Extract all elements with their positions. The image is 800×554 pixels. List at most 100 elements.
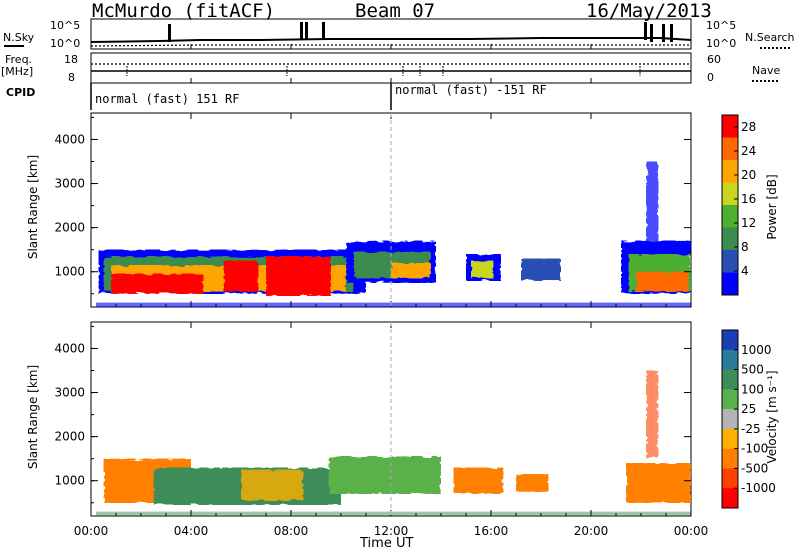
y-tick-label: 3000 <box>54 386 85 400</box>
y-tick-label: 3000 <box>54 177 85 191</box>
station-title: McMurdo (fitACF) <box>92 0 276 22</box>
x-tick-label: 04:00 <box>174 524 209 538</box>
nsearch-label: N.Search <box>745 31 795 44</box>
nsky-label: N.Sky <box>3 31 35 44</box>
nave-legend-line <box>752 80 778 82</box>
y-tick-label: 2000 <box>54 430 85 444</box>
axes-group: 00:00 04:00 08:00 12:00 16:00 20:00 00:00 1000 2… <box>54 22 708 538</box>
x-tick-label: 00:00 <box>674 524 709 538</box>
nsky-tick-bottom: 10^0 <box>50 37 81 50</box>
power-red-core <box>266 256 331 296</box>
cpid-first-mode: normal (fast) 151 RF <box>95 92 240 106</box>
velocity-heatmap <box>96 370 691 516</box>
velocity-colorbar-tick-label: -500 <box>741 461 768 475</box>
velocity-colorbar-bin <box>722 428 738 450</box>
velocity-colorbar-tick-label: 25 <box>741 402 756 416</box>
velocity-mixed-region <box>241 469 304 501</box>
nave-label: Nave <box>752 64 781 77</box>
nsky-spike <box>650 24 653 42</box>
velocity-orange-region <box>626 463 691 503</box>
velocity-colorbar-bin <box>722 488 738 509</box>
velocity-colorbar-label: Velocity [m s⁻¹] <box>765 370 779 464</box>
power-colorbar-bin <box>722 182 738 206</box>
nsearch-trace <box>90 44 691 47</box>
power-orange-band <box>636 271 689 292</box>
power-colorbar-tick-label: 8 <box>741 240 749 254</box>
cpid-label: CPID <box>6 86 36 99</box>
freq-unit: [MHz] <box>1 65 34 78</box>
power-orange-band <box>391 262 431 279</box>
power-colorbar-tick-label: 4 <box>741 264 749 278</box>
velocity-ylabel: Slant Range [km] <box>26 364 40 470</box>
velocity-colorbar-bin <box>722 389 738 410</box>
power-colorbar-bin <box>722 137 738 161</box>
y-tick-label: 4000 <box>54 341 85 355</box>
velocity-ground-line <box>96 511 691 516</box>
velocity-colorbar-tick-label: -25 <box>741 422 761 436</box>
velocity-light-green-region <box>328 456 441 494</box>
beam-title: Beam 07 <box>355 0 436 22</box>
cpid-second-mode: normal (fast) -151 RF <box>395 83 547 97</box>
power-colorbar-bin <box>722 160 738 183</box>
nsky-spike <box>300 22 303 40</box>
power-colorbar-bin <box>722 227 738 251</box>
x-tick-label: 16:00 <box>474 524 509 538</box>
x-tick-label: 00:00 <box>74 524 109 538</box>
power-ground-line <box>96 302 691 307</box>
nsky-tick-top: 10^5 <box>50 19 81 32</box>
velocity-orange-region <box>516 474 549 492</box>
nsky-spike <box>662 24 665 42</box>
power-ylabel: Slant Range [km] <box>26 154 40 260</box>
velocity-colorbar-tick-label: -100 <box>741 442 768 456</box>
nsearch-legend-line <box>760 47 790 49</box>
velocity-colorbar-bin <box>722 349 738 371</box>
y-tick-label: 4000 <box>54 132 85 146</box>
freq-tick-bottom: 8 <box>68 71 75 84</box>
nsky-spike <box>670 24 673 42</box>
power-colorbar-tick-label: 16 <box>741 192 756 206</box>
nsky-trace <box>90 37 692 43</box>
y-tick-label: 1000 <box>54 474 85 488</box>
y-tick-label: 1000 <box>54 265 85 279</box>
power-colorbar-tick-label: 24 <box>741 144 756 158</box>
freq-label: Freq. <box>5 53 33 66</box>
power-red-core <box>223 260 259 292</box>
nsky-spike <box>322 22 325 40</box>
nsearch-tick-top: 10^5 <box>706 19 737 32</box>
velocity-colorbar-frame <box>721 329 739 509</box>
power-yellow <box>471 260 494 279</box>
power-colorbar-bin <box>722 115 738 138</box>
nsearch-tick-bottom: 10^0 <box>706 37 737 50</box>
velocity-colorbar-bin <box>722 468 738 489</box>
velocity-colorbar-bin <box>722 369 738 390</box>
xlabel: Time UT <box>360 536 414 551</box>
nsky-spike <box>644 22 647 40</box>
power-colorbar-frame <box>721 114 739 296</box>
power-colorbar-tick-label: 28 <box>741 120 756 134</box>
power-colorbar-bin <box>722 205 738 228</box>
power-fringe <box>521 258 561 281</box>
velocity-colorbar-bin <box>722 409 738 430</box>
nsky-spike <box>168 24 171 42</box>
freq-tick-top: 18 <box>64 53 78 66</box>
power-colorbar-bin <box>722 272 738 296</box>
power-colorbar-tick-label: 12 <box>741 216 756 230</box>
nave-tick-top: 60 <box>707 53 721 66</box>
x-tick-label: 20:00 <box>574 524 609 538</box>
x-tick-label: 12:00 <box>374 524 409 538</box>
power-colorbar-bin <box>722 250 738 273</box>
velocity-colorbar-tick-label: 500 <box>741 363 764 377</box>
velocity-colorbar-tick-label: 100 <box>741 382 764 396</box>
date-title: 16/May/2013 <box>586 0 712 22</box>
power-vertical-streak <box>646 161 659 250</box>
power-colorbar-tick-label: 20 <box>741 168 756 182</box>
velocity-colorbar-bin <box>722 448 738 469</box>
nave-tick-bottom: 0 <box>707 71 714 84</box>
power-heatmap <box>96 161 691 307</box>
power-colorbar-label: Power [dB] <box>765 174 779 240</box>
nsky-legend-line <box>4 45 24 47</box>
velocity-colorbar-bin <box>722 330 738 351</box>
y-tick-label: 2000 <box>54 221 85 235</box>
power-red-core <box>111 273 204 294</box>
